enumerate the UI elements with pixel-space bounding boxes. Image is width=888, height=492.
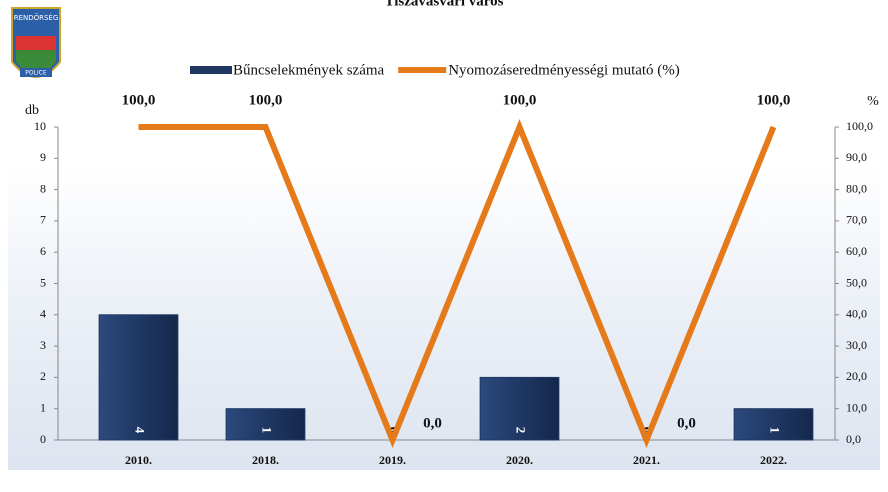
x-tick-label: 2019. xyxy=(379,453,406,467)
legend-swatch xyxy=(190,66,232,74)
line-value-label: 100,0 xyxy=(503,92,537,108)
x-tick-label: 2018. xyxy=(252,453,279,467)
bar-value-label: 4 xyxy=(133,427,148,434)
y2-tick-label: 80,0 xyxy=(846,181,867,195)
bar xyxy=(98,314,179,441)
bar xyxy=(225,408,306,441)
y2-tick-label: 70,0 xyxy=(846,213,867,227)
y2-tick-label: 90,0 xyxy=(846,150,867,164)
line xyxy=(138,119,777,448)
bar-value-label: 1 xyxy=(260,427,275,434)
line-value-label: 0,0 xyxy=(423,415,442,431)
y2-tick-label: 60,0 xyxy=(846,244,867,258)
x-tick-label: 2021. xyxy=(633,453,660,467)
line-value-label: 100,0 xyxy=(249,92,283,108)
logo-bottom-text: POLICE xyxy=(25,70,47,77)
y-tick-label: 6 xyxy=(40,244,46,258)
y-axis-label: db xyxy=(25,103,39,118)
x-tick-label: 2022. xyxy=(760,453,787,467)
y2-tick-label: 30,0 xyxy=(846,338,867,352)
line-value-label: 100,0 xyxy=(757,92,791,108)
y-tick-label: 5 xyxy=(40,275,46,289)
y-tick-label: 7 xyxy=(40,213,46,227)
bar-value-label: 2 xyxy=(514,427,529,434)
y-tick-label: 8 xyxy=(40,181,46,195)
y2-tick-label: 20,0 xyxy=(846,369,867,383)
x-tick-label: 2010. xyxy=(125,453,152,467)
y-tick-label: 1 xyxy=(40,400,46,414)
y-tick-label: 2 xyxy=(40,369,46,383)
legend-label: Bűncselekmények száma xyxy=(233,62,385,78)
bar xyxy=(479,376,560,441)
y2-axis-label: % xyxy=(867,94,879,109)
y-tick-label: 4 xyxy=(40,307,46,321)
y2-tick-label: 100,0 xyxy=(846,119,873,133)
y2-tick-label: 40,0 xyxy=(846,307,867,321)
y-tick-label: 0 xyxy=(40,432,46,446)
y2-tick-label: 50,0 xyxy=(846,275,867,289)
legend-label: Nyomozáseredményességi mutató (%) xyxy=(448,62,680,78)
y2-tick-label: 0,0 xyxy=(846,432,861,446)
line-value-label: 0,0 xyxy=(677,415,696,431)
bar-value-label: 1 xyxy=(768,427,783,434)
logo: RENDŐRSÉG POLICE xyxy=(11,7,61,78)
chart-title: Tiszavasvári város xyxy=(384,0,503,9)
logo-top-text: RENDŐRSÉG xyxy=(14,13,59,22)
y-tick-label: 3 xyxy=(40,338,46,352)
y-tick-label: 9 xyxy=(40,150,46,164)
bar xyxy=(733,408,814,441)
y2-tick-label: 10,0 xyxy=(846,400,867,414)
line-value-label: 100,0 xyxy=(122,92,156,108)
y-tick-label: 10 xyxy=(34,119,46,133)
x-tick-label: 2020. xyxy=(506,453,533,467)
